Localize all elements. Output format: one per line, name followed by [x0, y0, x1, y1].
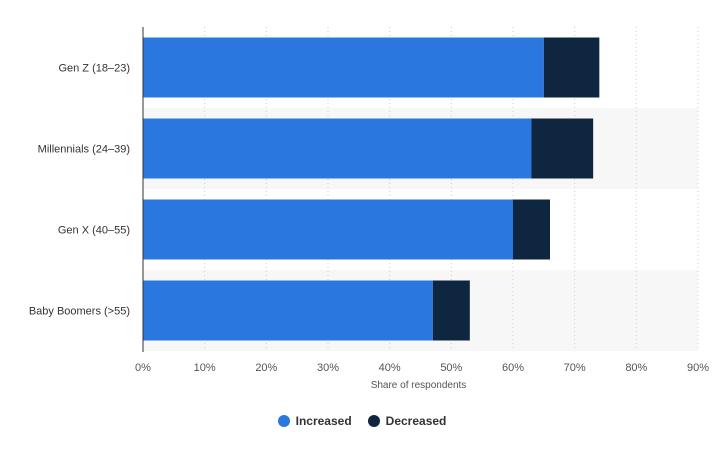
x-tick-label: 20% [255, 362, 277, 374]
x-tick-label: 70% [564, 362, 586, 374]
category-label: Gen X (40–55) [58, 225, 130, 237]
category-label: Millennials (24–39) [38, 144, 130, 156]
x-axis-title: Share of respondents [371, 380, 467, 391]
bar-increased[interactable] [143, 280, 433, 341]
bar-decreased[interactable] [531, 118, 594, 179]
increased-swatch-icon [277, 415, 290, 427]
category-label: Baby Boomers (>55) [29, 306, 130, 318]
legend: Increased Decreased [0, 414, 724, 428]
legend-label-decreased: Decreased [385, 414, 447, 428]
x-tick-label: 30% [317, 362, 339, 374]
bar-increased[interactable] [143, 199, 513, 260]
bar-increased[interactable] [143, 118, 532, 179]
legend-label-increased: Increased [295, 414, 352, 428]
bar-decreased[interactable] [543, 37, 600, 98]
bar-decreased[interactable] [432, 280, 470, 341]
x-tick-label: 50% [440, 362, 462, 374]
legend-item-increased[interactable]: Increased [277, 414, 352, 428]
bar-decreased[interactable] [513, 199, 550, 260]
bar-increased[interactable] [143, 37, 544, 98]
x-tick-label: 90% [687, 362, 709, 374]
x-tick-label: 60% [502, 362, 524, 374]
x-tick-label: 10% [194, 362, 216, 374]
decreased-swatch-icon [367, 415, 380, 427]
category-label: Gen Z (18–23) [58, 63, 130, 75]
x-tick-label: 0% [135, 362, 151, 374]
legend-item-decreased[interactable]: Decreased [367, 414, 447, 428]
x-tick-label: 80% [625, 362, 647, 374]
x-tick-label: 40% [379, 362, 401, 374]
